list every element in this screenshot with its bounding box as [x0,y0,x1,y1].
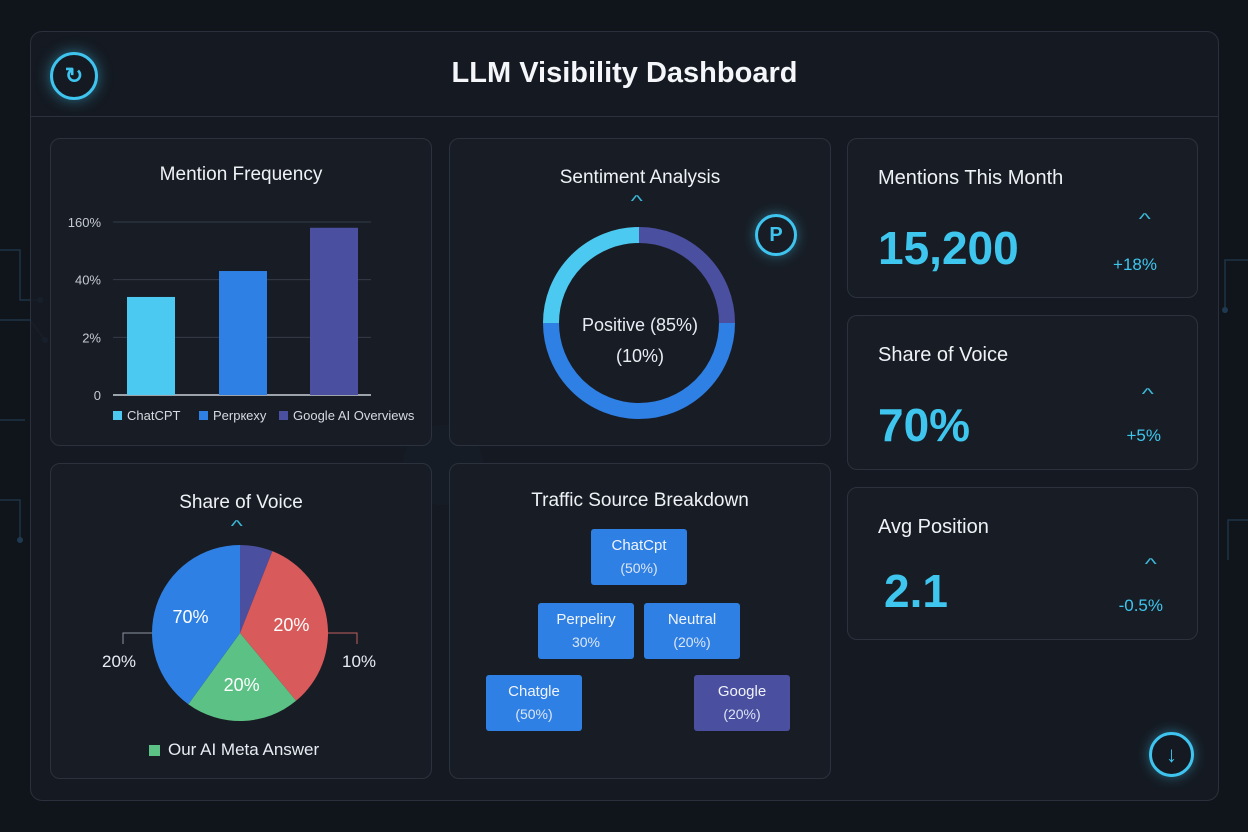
kpi-card-avg-position: Avg Position 2.1 ^ -0.5% [847,487,1198,640]
box-value: (50%) [515,706,553,722]
legend-label: ChatCPT [127,408,181,423]
share-of-voice-chart-card: Share of Voice ^ 20% 20% 70% 20% 10% Our AI … [50,463,432,779]
card-title: Traffic Source Breakdown [531,490,749,511]
legend-swatch [279,411,288,420]
mention-frequency-card: Mention Frequency 0 2% 40% 160% ChatCPT Perpк… [50,138,432,446]
chevron-up-icon: ^ [1139,211,1152,228]
traffic-box[interactable]: Perpeliry 30% [538,603,634,659]
callout-label: 20% [102,652,136,671]
kpi-delta: +5% [1126,426,1162,445]
box-name: Perpeliry [556,611,616,628]
kpi-title: Share of Voice [878,344,1009,366]
kpi-title: Mentions This Month [878,167,1064,189]
download-icon[interactable]: ↓ [1149,732,1194,777]
slice-label: 20% [273,615,309,635]
box-value: 30% [571,634,601,650]
legend-label: Our AI Meta Answer [168,740,320,759]
slice-label: 20% [224,675,260,695]
sentiment-center-label: Positive (85%) [581,315,699,335]
legend-swatch [149,744,160,756]
box-value: (50%) [620,560,658,576]
traffic-box[interactable]: Google (20%) [694,675,790,731]
traffic-box[interactable]: Neutral (20%) [644,603,740,659]
box-value: (20%) [723,706,761,722]
kpi-card-mentions: Mentions This Month 15,200 ^ +18% [847,138,1198,298]
page-title: LLM Visibility Dashboard [451,57,798,89]
pie-slice [151,545,240,705]
y-tick-label: 0 [94,388,101,403]
donut-segment [543,227,640,324]
legend-swatch [113,411,122,420]
box-value: (20%) [673,634,711,650]
legend-swatch [199,411,208,420]
kpi-delta: -0.5% [1118,596,1163,615]
card-title: Mention Frequency [159,164,323,185]
y-tick-label: 160% [68,215,102,230]
kpi-value: 15,200 [878,222,1019,274]
kpi-title: Avg Position [878,516,989,538]
traffic-source-card: Traffic Source Breakdown ChatCpt (50%) Pe… [449,463,831,779]
kpi-value: 2.1 [884,565,948,617]
donut-chart [543,227,735,419]
legend-item: Our AI Meta Answer [149,740,319,760]
pie-slice [240,551,328,701]
header: ↻ LLM Visibility Dashboard [30,31,1219,117]
bar-chart: 0 2% 40% 160% ChatCPT Perpкexy Google AI Overv… [68,215,415,423]
traffic-box[interactable]: ChatCpt (50%) [591,529,687,585]
box-name: Chatgle [508,683,560,700]
box-name: Google [717,683,767,700]
legend-label: Google AI Overviews [293,408,415,423]
bar [219,271,267,395]
kpi-value: 70% [878,399,971,451]
box-name: ChatCpt [611,537,667,554]
chevron-up-icon: ^ [230,518,243,535]
p-badge-icon[interactable]: P [755,214,797,256]
card-title: Share of Voice [179,492,303,513]
callout-line [122,632,152,644]
pie-slice [188,633,297,721]
card-title: Sentiment Analysis [559,167,721,188]
chevron-up-icon: ^ [1142,386,1155,403]
chevron-up-icon: ^ [630,193,643,210]
y-tick-label: 2% [82,330,101,345]
pie-chart: 20% 20% 70% 20% 10% [102,545,376,721]
box-name: Neutral [667,611,717,628]
y-tick-label: 40% [75,273,101,288]
donut-segment [543,322,735,419]
sentiment-sub-label: (10%) [615,346,664,366]
bar [310,227,358,395]
callout-line [328,632,358,644]
kpi-card-share-of-voice: Share of Voice 70% ^ +5% [847,315,1198,470]
chevron-up-icon: ^ [1145,556,1158,573]
bar [127,296,175,395]
traffic-box[interactable]: Chatgle (50%) [486,675,582,731]
kpi-delta: +18% [1113,255,1157,274]
refresh-logo-icon[interactable]: ↻ [50,52,98,100]
pie-slice [240,545,273,633]
donut-segment [638,227,735,324]
callout-label: 10% [342,652,376,671]
legend-label: Perpкexy [213,408,267,423]
slice-label: 70% [173,607,209,627]
sentiment-card: Sentiment Analysis ^ Positive (85%) (10%… [449,138,831,446]
